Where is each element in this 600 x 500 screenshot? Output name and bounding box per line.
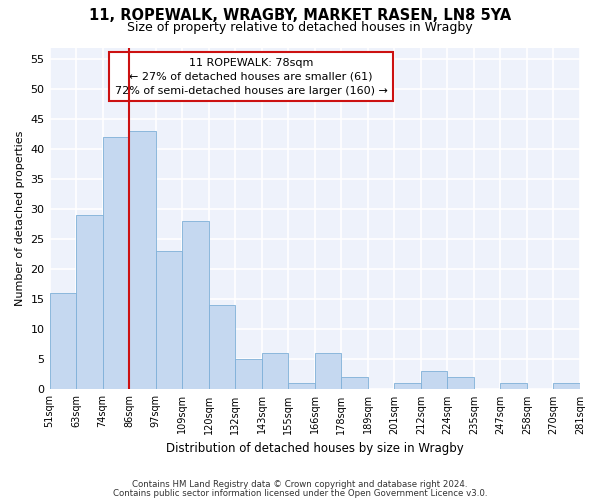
Bar — [262, 354, 288, 390]
Text: Size of property relative to detached houses in Wragby: Size of property relative to detached ho… — [127, 21, 473, 34]
Bar — [50, 294, 76, 390]
Bar — [341, 378, 368, 390]
Text: 11, ROPEWALK, WRAGBY, MARKET RASEN, LN8 5YA: 11, ROPEWALK, WRAGBY, MARKET RASEN, LN8 … — [89, 8, 511, 22]
X-axis label: Distribution of detached houses by size in Wragby: Distribution of detached houses by size … — [166, 442, 464, 455]
Y-axis label: Number of detached properties: Number of detached properties — [15, 131, 25, 306]
Bar — [182, 222, 209, 390]
Bar — [421, 372, 448, 390]
Bar — [103, 138, 129, 390]
Bar — [155, 252, 182, 390]
Text: Contains HM Land Registry data © Crown copyright and database right 2024.: Contains HM Land Registry data © Crown c… — [132, 480, 468, 489]
Bar — [209, 306, 235, 390]
Bar — [76, 216, 103, 390]
Bar — [288, 384, 315, 390]
Text: 11 ROPEWALK: 78sqm
← 27% of detached houses are smaller (61)
72% of semi-detache: 11 ROPEWALK: 78sqm ← 27% of detached hou… — [115, 58, 388, 96]
Bar — [394, 384, 421, 390]
Bar — [235, 360, 262, 390]
Bar — [315, 354, 341, 390]
Bar — [500, 384, 527, 390]
Bar — [129, 132, 155, 390]
Text: Contains public sector information licensed under the Open Government Licence v3: Contains public sector information licen… — [113, 488, 487, 498]
Bar — [553, 384, 580, 390]
Bar — [448, 378, 474, 390]
